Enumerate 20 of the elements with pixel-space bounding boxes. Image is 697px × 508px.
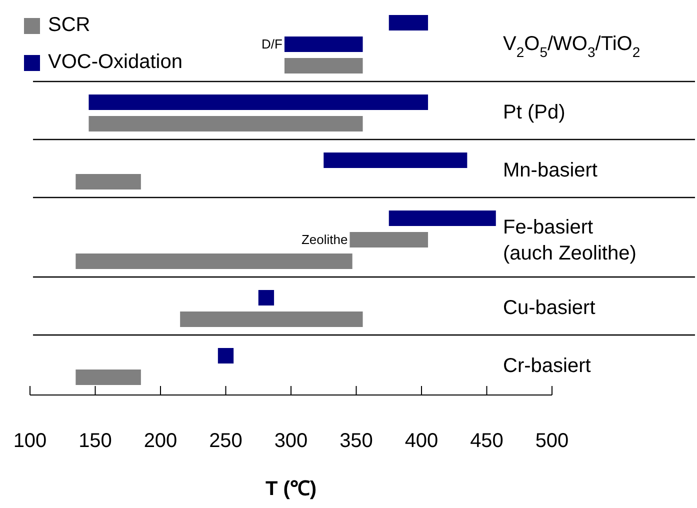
y-tick-label: Pt (Pd): [503, 102, 566, 124]
x-tick-label: 350: [340, 430, 373, 452]
annotation: D/F: [262, 36, 283, 52]
legend-label: SCR: [48, 14, 90, 36]
x-axis-title: T (℃): [265, 478, 317, 500]
x-tick-label: 100: [13, 430, 47, 452]
x-tick-label: 250: [209, 430, 242, 452]
x-tick-label: 500: [535, 430, 569, 452]
y-tick-label: Cu-basiert: [503, 297, 596, 320]
legend-label: VOC-Oxidation: [48, 51, 182, 74]
x-tick-label: 400: [404, 430, 438, 452]
x-tick-label: 150: [78, 430, 112, 452]
annotation: Zeolithe: [301, 232, 348, 248]
y-tick-label: Fe-basiert (auch Zeolithe): [503, 216, 636, 265]
y-tick-label: Cr-basiert: [503, 355, 592, 378]
x-tick-label: 200: [144, 430, 178, 452]
y-tick-label: V$_{2}$O$_{5}$/WO$_{3}$/TiO$_{2}$: [503, 33, 640, 60]
y-tick-label: Mn-basiert: [503, 160, 598, 182]
x-tick-label: 450: [470, 430, 504, 452]
x-tick-label: 300: [274, 430, 308, 452]
